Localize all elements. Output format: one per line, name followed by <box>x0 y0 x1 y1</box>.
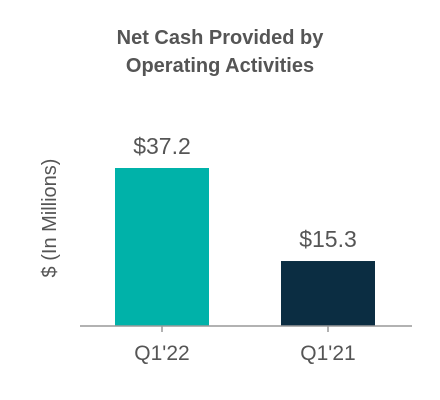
bar-1 <box>115 168 209 326</box>
bar-2 <box>281 261 375 326</box>
x-tick-label-1: Q1'22 <box>134 342 189 365</box>
bars-group <box>115 168 375 326</box>
data-label-1: $37.2 <box>133 133 191 159</box>
x-tick-label-2: Q1'21 <box>300 342 355 365</box>
data-label-2: $15.3 <box>299 226 357 252</box>
chart-title-line-2: Operating Activities <box>126 55 314 77</box>
labels-group: $37.2 Q1'22 $15.3 Q1'21 <box>133 133 357 365</box>
y-axis-label: $ (In Millions) <box>39 159 61 278</box>
chart-title-line-1: Net Cash Provided by <box>117 27 325 49</box>
